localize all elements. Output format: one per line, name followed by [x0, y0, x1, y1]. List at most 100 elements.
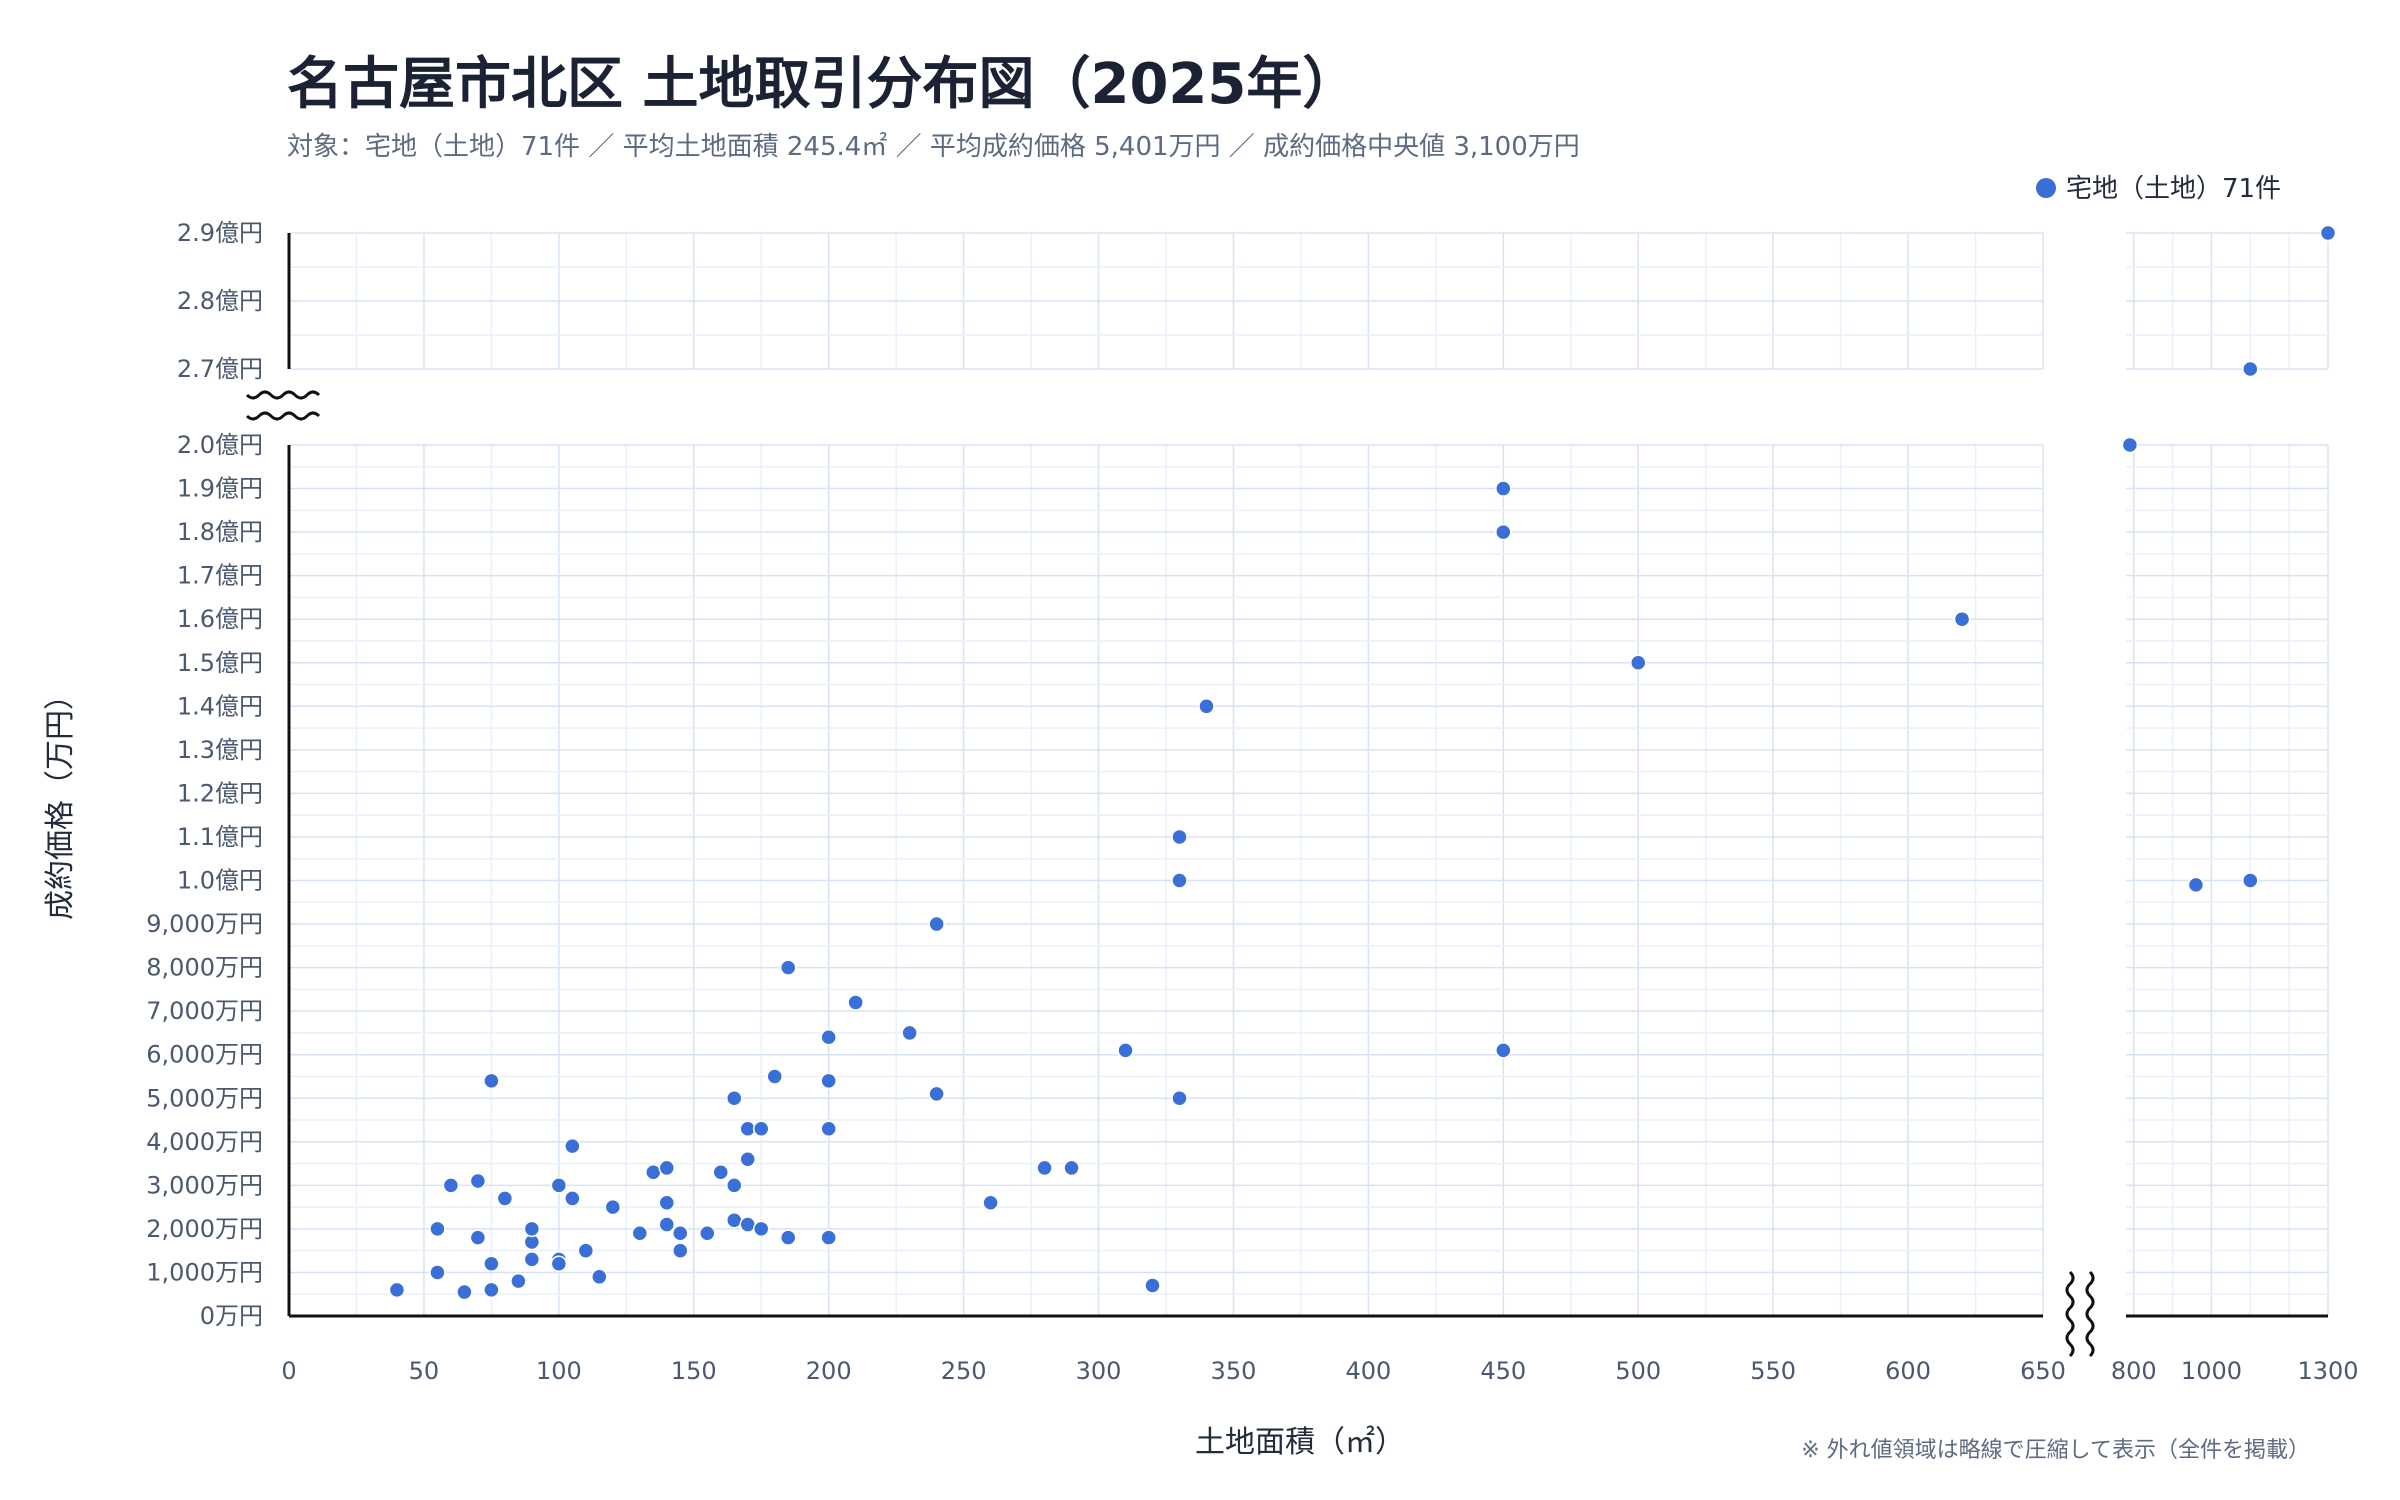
data-point	[779, 959, 797, 976]
data-point	[725, 1090, 743, 1107]
data-point	[483, 1281, 500, 1299]
data-point	[712, 1164, 730, 1181]
x-tick-label: 450	[1480, 1357, 1526, 1385]
data-point	[496, 1190, 514, 1207]
legend-marker	[2036, 178, 2056, 198]
data-point	[591, 1268, 608, 1286]
x-tick-label: 300	[1076, 1357, 1122, 1385]
y-tick-label: 2.8億円	[177, 287, 263, 315]
y-tick-label: 1.7億円	[177, 562, 263, 590]
data-point	[901, 1024, 918, 1042]
y-tick-label: 1.1億円	[177, 823, 263, 851]
data-point	[658, 1194, 676, 1212]
y-tick-label: 8,000万円	[146, 954, 263, 982]
chart-subtitle: 対象：宅地（土地）71件 ／ 平均土地面積 245.4㎡ ／ 平均成約価格 5,…	[287, 132, 1580, 162]
data-point	[928, 915, 945, 933]
data-point	[1495, 480, 1512, 497]
y-tick-label: 2.0億円	[177, 431, 263, 459]
data-point	[456, 1283, 473, 1301]
data-point	[550, 1177, 568, 1194]
data-point	[631, 1225, 649, 1242]
y-tick-label: 2,000万円	[146, 1215, 263, 1243]
data-point	[564, 1190, 581, 1207]
data-point	[820, 1120, 837, 1137]
axis-break-mark	[245, 390, 321, 400]
data-point	[672, 1225, 689, 1242]
x-tick-label: 1300	[2297, 1357, 2358, 1385]
data-point	[658, 1159, 676, 1177]
data-point	[1171, 872, 1188, 889]
data-point	[510, 1272, 527, 1290]
x-tick-label: 100	[536, 1357, 582, 1385]
y-tick-label: 1.9億円	[177, 475, 263, 503]
data-point	[1036, 1159, 1053, 1177]
y-tick-label: 1.2億円	[177, 779, 263, 807]
data-point	[1495, 1042, 1512, 1059]
x-tick-label: 350	[1211, 1357, 1257, 1385]
x-tick-label: 0	[281, 1357, 296, 1385]
data-point	[1171, 828, 1188, 846]
data-point	[442, 1177, 460, 1194]
y-tick-label: 5,000万円	[146, 1084, 263, 1112]
data-point	[982, 1194, 999, 1212]
data-points	[388, 224, 2337, 1301]
data-point	[820, 1072, 837, 1090]
data-point	[1629, 654, 1647, 671]
x-tick-label: 400	[1345, 1357, 1391, 1385]
data-point	[577, 1242, 595, 1259]
data-point	[1063, 1159, 1080, 1177]
y-tick-label: 6,000万円	[146, 1041, 263, 1069]
data-point	[820, 1029, 837, 1046]
data-point	[699, 1225, 716, 1242]
data-point	[604, 1198, 622, 1216]
x-tick-label: 250	[941, 1357, 987, 1385]
y-tick-label: 2.7億円	[177, 355, 263, 383]
chart-title: 名古屋市北区 土地取引分布図（2025年）	[287, 52, 1358, 117]
x-tick-label: 150	[671, 1357, 717, 1385]
data-point	[469, 1172, 487, 1190]
y-tick-label: 1.6億円	[177, 605, 263, 633]
footnote: ※ 外れ値領域は略線で圧縮して表示（全件を掲載）	[1801, 1438, 2310, 1463]
y-tick-label: 1,000万円	[146, 1258, 263, 1286]
data-point	[1198, 698, 1215, 715]
data-point	[429, 1220, 446, 1238]
data-point	[550, 1255, 568, 1272]
tick-labels: 0 50 100 150 200 250 300 350 400 450 500 550 600 650 8…	[146, 219, 2358, 1385]
axis-break-mark	[2065, 1270, 2075, 1358]
data-point	[847, 994, 864, 1011]
x-tick-label: 600	[1885, 1357, 1931, 1385]
y-tick-label: 7,000万円	[146, 997, 263, 1025]
legend: 宅地（土地）71件	[2036, 174, 2281, 204]
data-point	[1953, 610, 1971, 628]
y-tick-label: 1.3億円	[177, 736, 263, 764]
y-tick-label: 1.0億円	[177, 867, 263, 895]
data-point	[779, 1229, 797, 1246]
x-tick-label: 500	[1615, 1357, 1661, 1385]
data-point	[429, 1264, 446, 1281]
y-axis-label: 成約価格（万円）	[43, 680, 78, 920]
data-point	[2121, 436, 2139, 454]
data-point	[2242, 360, 2259, 378]
data-point	[739, 1150, 756, 1168]
data-point	[725, 1211, 743, 1229]
data-point	[523, 1220, 541, 1238]
data-point	[2187, 876, 2205, 894]
data-point	[739, 1216, 756, 1233]
y-tick-label: 1.8億円	[177, 518, 263, 546]
legend-label: 宅地（土地）71件	[2066, 174, 2281, 204]
data-point	[645, 1164, 662, 1181]
data-point	[1171, 1090, 1188, 1107]
data-point	[752, 1120, 770, 1137]
data-point	[725, 1177, 743, 1194]
data-point	[388, 1281, 406, 1299]
data-point	[2242, 872, 2259, 889]
data-point	[2319, 224, 2337, 242]
data-point	[469, 1229, 487, 1246]
y-tick-label: 9,000万円	[146, 910, 263, 938]
data-point	[766, 1068, 783, 1085]
data-point	[1117, 1042, 1134, 1059]
x-tick-label: 800	[2111, 1357, 2157, 1385]
data-point	[658, 1216, 676, 1233]
y-tick-label: 1.4億円	[177, 692, 263, 720]
